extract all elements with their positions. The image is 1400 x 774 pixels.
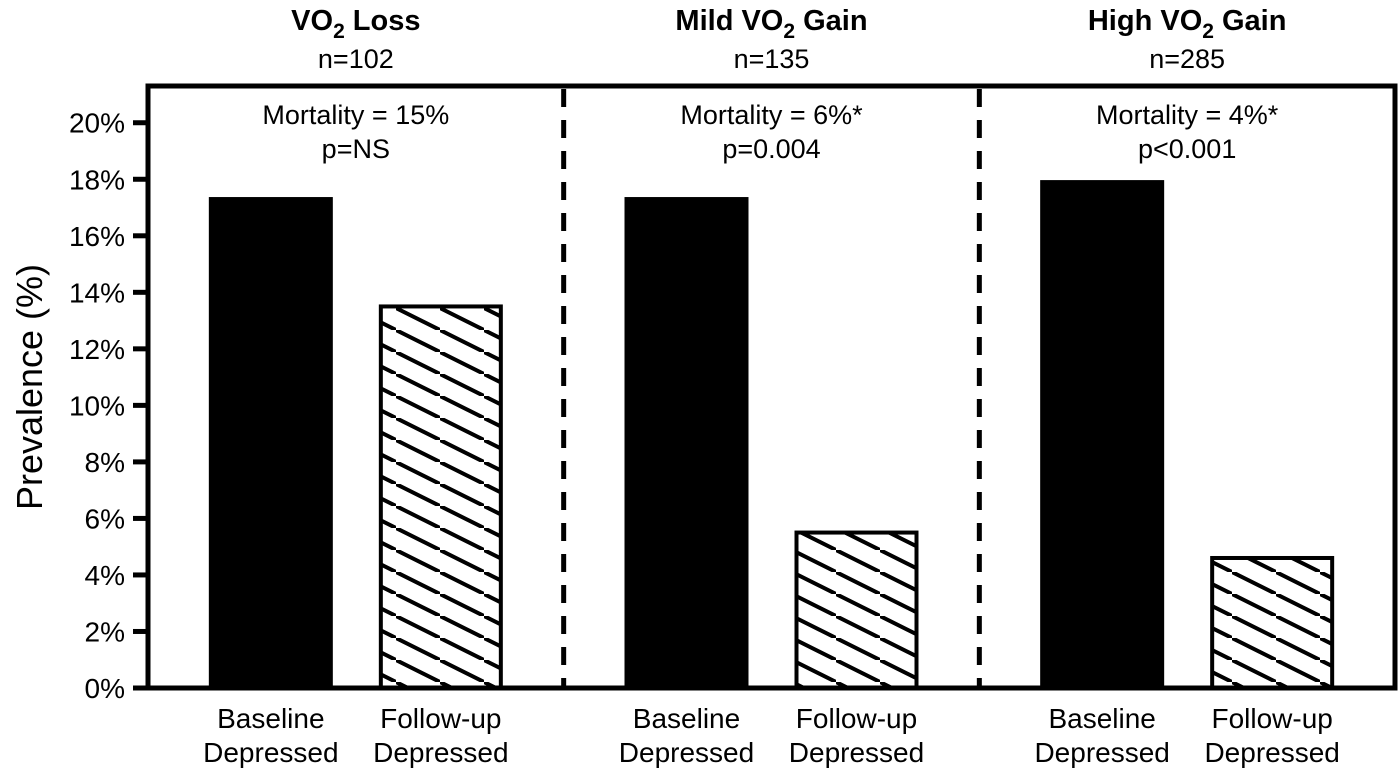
y-axis-tick-label: 14% (69, 277, 125, 308)
x-axis-label: Depressed (619, 737, 754, 768)
y-axis-tick-label: 18% (69, 164, 125, 195)
bar-baseline-depressed (1040, 180, 1165, 690)
bar-baseline-depressed (624, 197, 749, 690)
bar-followup-depressed (378, 304, 503, 690)
x-axis-label: Depressed (1204, 737, 1339, 768)
y-axis-tick-label: 10% (69, 390, 125, 421)
y-axis-tick-label: 16% (69, 221, 125, 252)
y-axis-title: Prevalence (%) (9, 264, 50, 510)
y-axis-tick-label: 6% (85, 503, 125, 534)
y-axis-tick-label: 20% (69, 108, 125, 139)
x-axis-label: Depressed (203, 737, 338, 768)
x-axis-label: Follow-up (796, 703, 917, 734)
mortality-annotation: Mortality = 15% (262, 100, 449, 130)
y-axis-tick-label: 2% (85, 616, 125, 647)
panel-n-label: n=285 (1149, 44, 1225, 74)
x-axis-label: Depressed (789, 737, 924, 768)
p-value-annotation: p=NS (322, 134, 390, 164)
y-axis-tick-label: 12% (69, 334, 125, 365)
panel-title: Mild VO2 Gain (675, 5, 867, 43)
x-axis-label: Baseline (1048, 703, 1155, 734)
x-axis-label: Depressed (1034, 737, 1169, 768)
x-axis-label: Depressed (373, 737, 508, 768)
bar-followup-depressed (794, 530, 919, 691)
panel-title: High VO2 Gain (1088, 5, 1287, 43)
x-axis-label: Follow-up (380, 703, 501, 734)
x-axis-label: Baseline (633, 703, 740, 734)
bar-followup-depressed (1210, 555, 1335, 690)
p-value-annotation: p=0.004 (722, 134, 820, 164)
plot-frame (145, 83, 1398, 691)
mortality-annotation: Mortality = 6%* (680, 100, 863, 130)
x-axis-label: Follow-up (1211, 703, 1332, 734)
p-value-annotation: p<0.001 (1138, 134, 1236, 164)
y-axis-tick-label: 8% (85, 447, 125, 478)
y-axis-tick-label: 0% (85, 673, 125, 704)
bar-baseline-depressed (208, 197, 333, 690)
mortality-annotation: Mortality = 4%* (1096, 100, 1279, 130)
y-axis-tick-label: 4% (85, 560, 125, 591)
x-axis-label: Baseline (217, 703, 324, 734)
panel-title: VO2 Loss (291, 5, 420, 43)
panel-n-label: n=102 (318, 44, 394, 74)
panel-n-label: n=135 (734, 44, 810, 74)
